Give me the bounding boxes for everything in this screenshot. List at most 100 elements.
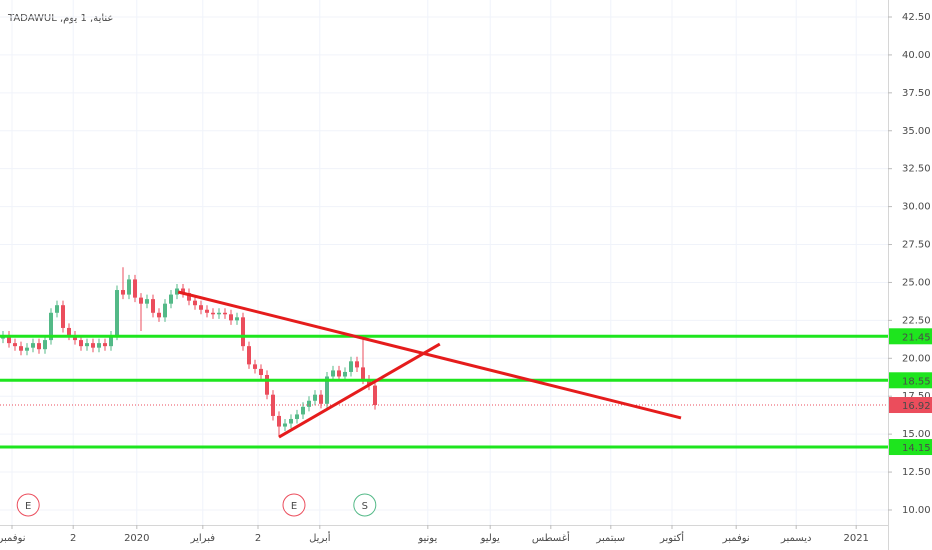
- candle-body: [331, 370, 335, 377]
- candle-body: [313, 394, 317, 401]
- trend-line: [278, 342, 441, 439]
- event-marker: [16, 493, 40, 517]
- candle-body: [337, 370, 341, 377]
- grid: [0, 0, 888, 525]
- x-tick-label: 2: [70, 533, 76, 544]
- candle-body: [247, 346, 251, 365]
- price-tag: [889, 439, 932, 456]
- candle-body: [79, 340, 83, 347]
- candle-body: [151, 299, 155, 313]
- y-tick-label: 30.00: [902, 202, 931, 213]
- candle-body: [91, 343, 95, 348]
- price-tag-label: 21.45: [902, 332, 931, 343]
- x-tick-label: 2021: [843, 533, 868, 544]
- candle-body: [187, 293, 191, 301]
- candle-body: [13, 343, 17, 347]
- candle-body: [55, 305, 59, 313]
- candle-body: [265, 374, 269, 395]
- candle-body: [241, 317, 245, 347]
- x-tick-label: فبراير: [190, 533, 216, 544]
- y-tick-label: 17.50: [902, 391, 931, 402]
- candle-body: [121, 290, 125, 295]
- candle-body: [253, 364, 257, 369]
- event-label: S: [362, 501, 368, 512]
- candle-body: [157, 312, 161, 318]
- candle-body: [73, 335, 77, 341]
- y-tick-label: 40.00: [902, 50, 931, 61]
- y-tick-label: 12.50: [902, 467, 931, 478]
- candle-body: [19, 346, 23, 351]
- candle-body: [31, 343, 35, 348]
- candle-body: [49, 312, 53, 341]
- event-label: E: [25, 501, 31, 512]
- x-tick-label: يوليو: [480, 533, 500, 544]
- candle-body: [319, 394, 323, 404]
- y-tick-label: 37.50: [902, 88, 931, 99]
- candle-body: [361, 367, 365, 380]
- x-tick-label: سبتمبر: [595, 533, 625, 544]
- candle-body: [259, 368, 263, 375]
- candle-body: [139, 297, 143, 304]
- candle-body: [301, 406, 305, 415]
- candle-body: [61, 305, 65, 328]
- price-tag: [889, 372, 932, 389]
- candle-body: [205, 309, 209, 313]
- y-tick-label: 42.50: [902, 12, 931, 23]
- candle-body: [181, 288, 185, 294]
- x-tick-label: أبريل: [309, 531, 331, 544]
- candle-body: [67, 327, 71, 336]
- candle-body: [133, 279, 137, 298]
- trend-line: [177, 290, 682, 420]
- y-tick-label: 25.00: [902, 277, 931, 288]
- y-tick-label: 15.00: [902, 429, 931, 440]
- candle-body: [223, 312, 227, 315]
- candle-body: [229, 314, 233, 321]
- x-tick-label: ديسمبر: [780, 533, 811, 544]
- x-tick-label: نوفمبر: [0, 533, 26, 544]
- y-tick-label: 22.50: [902, 315, 931, 326]
- candle-body: [193, 300, 197, 306]
- price-tag: [889, 397, 932, 414]
- candle-body: [367, 379, 371, 386]
- chart-title: عناية, 1 يوم, TADAWUL: [7, 13, 113, 24]
- candle-body: [217, 312, 221, 315]
- x-tick-label: نوفمبر: [722, 533, 750, 544]
- axes: 10.00 12.50 15.00 17.50 20.00 22.50 25.00 27.50…: [0, 12, 932, 544]
- price-tag: [889, 328, 932, 345]
- candle-body: [145, 299, 149, 304]
- y-tick-label: 10.00: [902, 505, 931, 516]
- candle-body: [169, 294, 173, 304]
- candle-body: [325, 376, 329, 404]
- candle-body: [109, 335, 113, 347]
- candle-body: [235, 317, 239, 321]
- candle-body: [373, 385, 377, 406]
- y-tick-label: 35.00: [902, 126, 931, 137]
- event-label: E: [291, 501, 297, 512]
- candle-body: [85, 343, 89, 347]
- candle-body: [127, 279, 131, 295]
- candle-body: [343, 371, 347, 377]
- candle-body: [7, 335, 11, 344]
- price-tag-label: 18.55: [902, 376, 931, 387]
- candle-body: [175, 288, 179, 295]
- candle-body: [25, 347, 29, 351]
- candle-body: [103, 343, 107, 347]
- candle-body: [97, 343, 101, 348]
- candle-body: [37, 343, 41, 350]
- y-tick-label: 20.00: [902, 353, 931, 364]
- y-tick-label: 32.50: [902, 164, 931, 175]
- x-tick-label: أغسطس: [532, 531, 570, 544]
- candle-body: [277, 415, 281, 427]
- x-tick-label: 2: [255, 533, 261, 544]
- candle-body: [355, 361, 359, 368]
- candle-body: [115, 290, 119, 336]
- candle-body: [43, 340, 47, 350]
- x-tick-label: يونيو: [417, 533, 437, 544]
- x-tick-label: 2020: [124, 533, 149, 544]
- event-marker: [282, 493, 306, 517]
- candle-body: [163, 303, 167, 318]
- candle-body: [211, 312, 215, 315]
